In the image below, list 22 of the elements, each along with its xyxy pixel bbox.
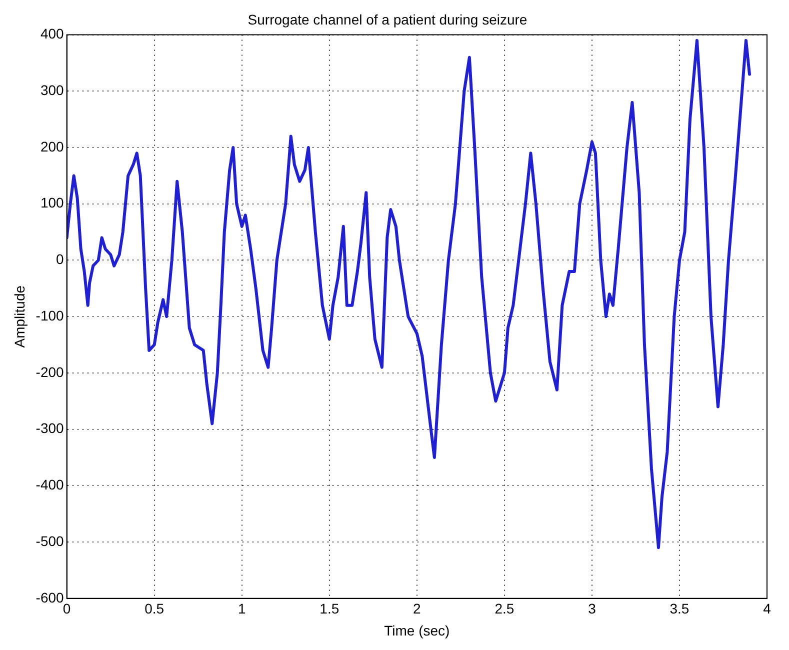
y-tick-label: 100 bbox=[40, 194, 64, 211]
x-axis-title: Time (sec) bbox=[384, 622, 450, 638]
x-tick-label: 1.5 bbox=[320, 600, 340, 617]
y-tick-label: -300 bbox=[36, 420, 64, 436]
y-tick-label: -400 bbox=[36, 476, 64, 493]
x-tick-label: 3.5 bbox=[670, 600, 690, 617]
y-tick-label: -500 bbox=[36, 532, 64, 549]
x-tick-label: 3 bbox=[588, 600, 596, 617]
x-tick-label: 4 bbox=[763, 600, 772, 617]
y-tick-label: -100 bbox=[36, 307, 64, 324]
x-tick-label: 1 bbox=[238, 600, 246, 617]
x-tick-label: 2 bbox=[413, 600, 422, 617]
x-tick-label: 0.5 bbox=[144, 600, 164, 617]
y-tick-label: 200 bbox=[40, 138, 64, 154]
y-tick-label: -600 bbox=[36, 589, 64, 606]
y-tick-label: 300 bbox=[40, 82, 64, 98]
y-tick-label: 0 bbox=[56, 251, 64, 268]
y-axis-title: Amplitude bbox=[11, 285, 28, 348]
y-tick-label: -200 bbox=[36, 364, 64, 380]
chart-title: Surrogate channel of a patient during seizure bbox=[248, 11, 528, 28]
y-tick-label: 400 bbox=[40, 26, 64, 42]
x-tick-label: 2.5 bbox=[494, 600, 514, 617]
